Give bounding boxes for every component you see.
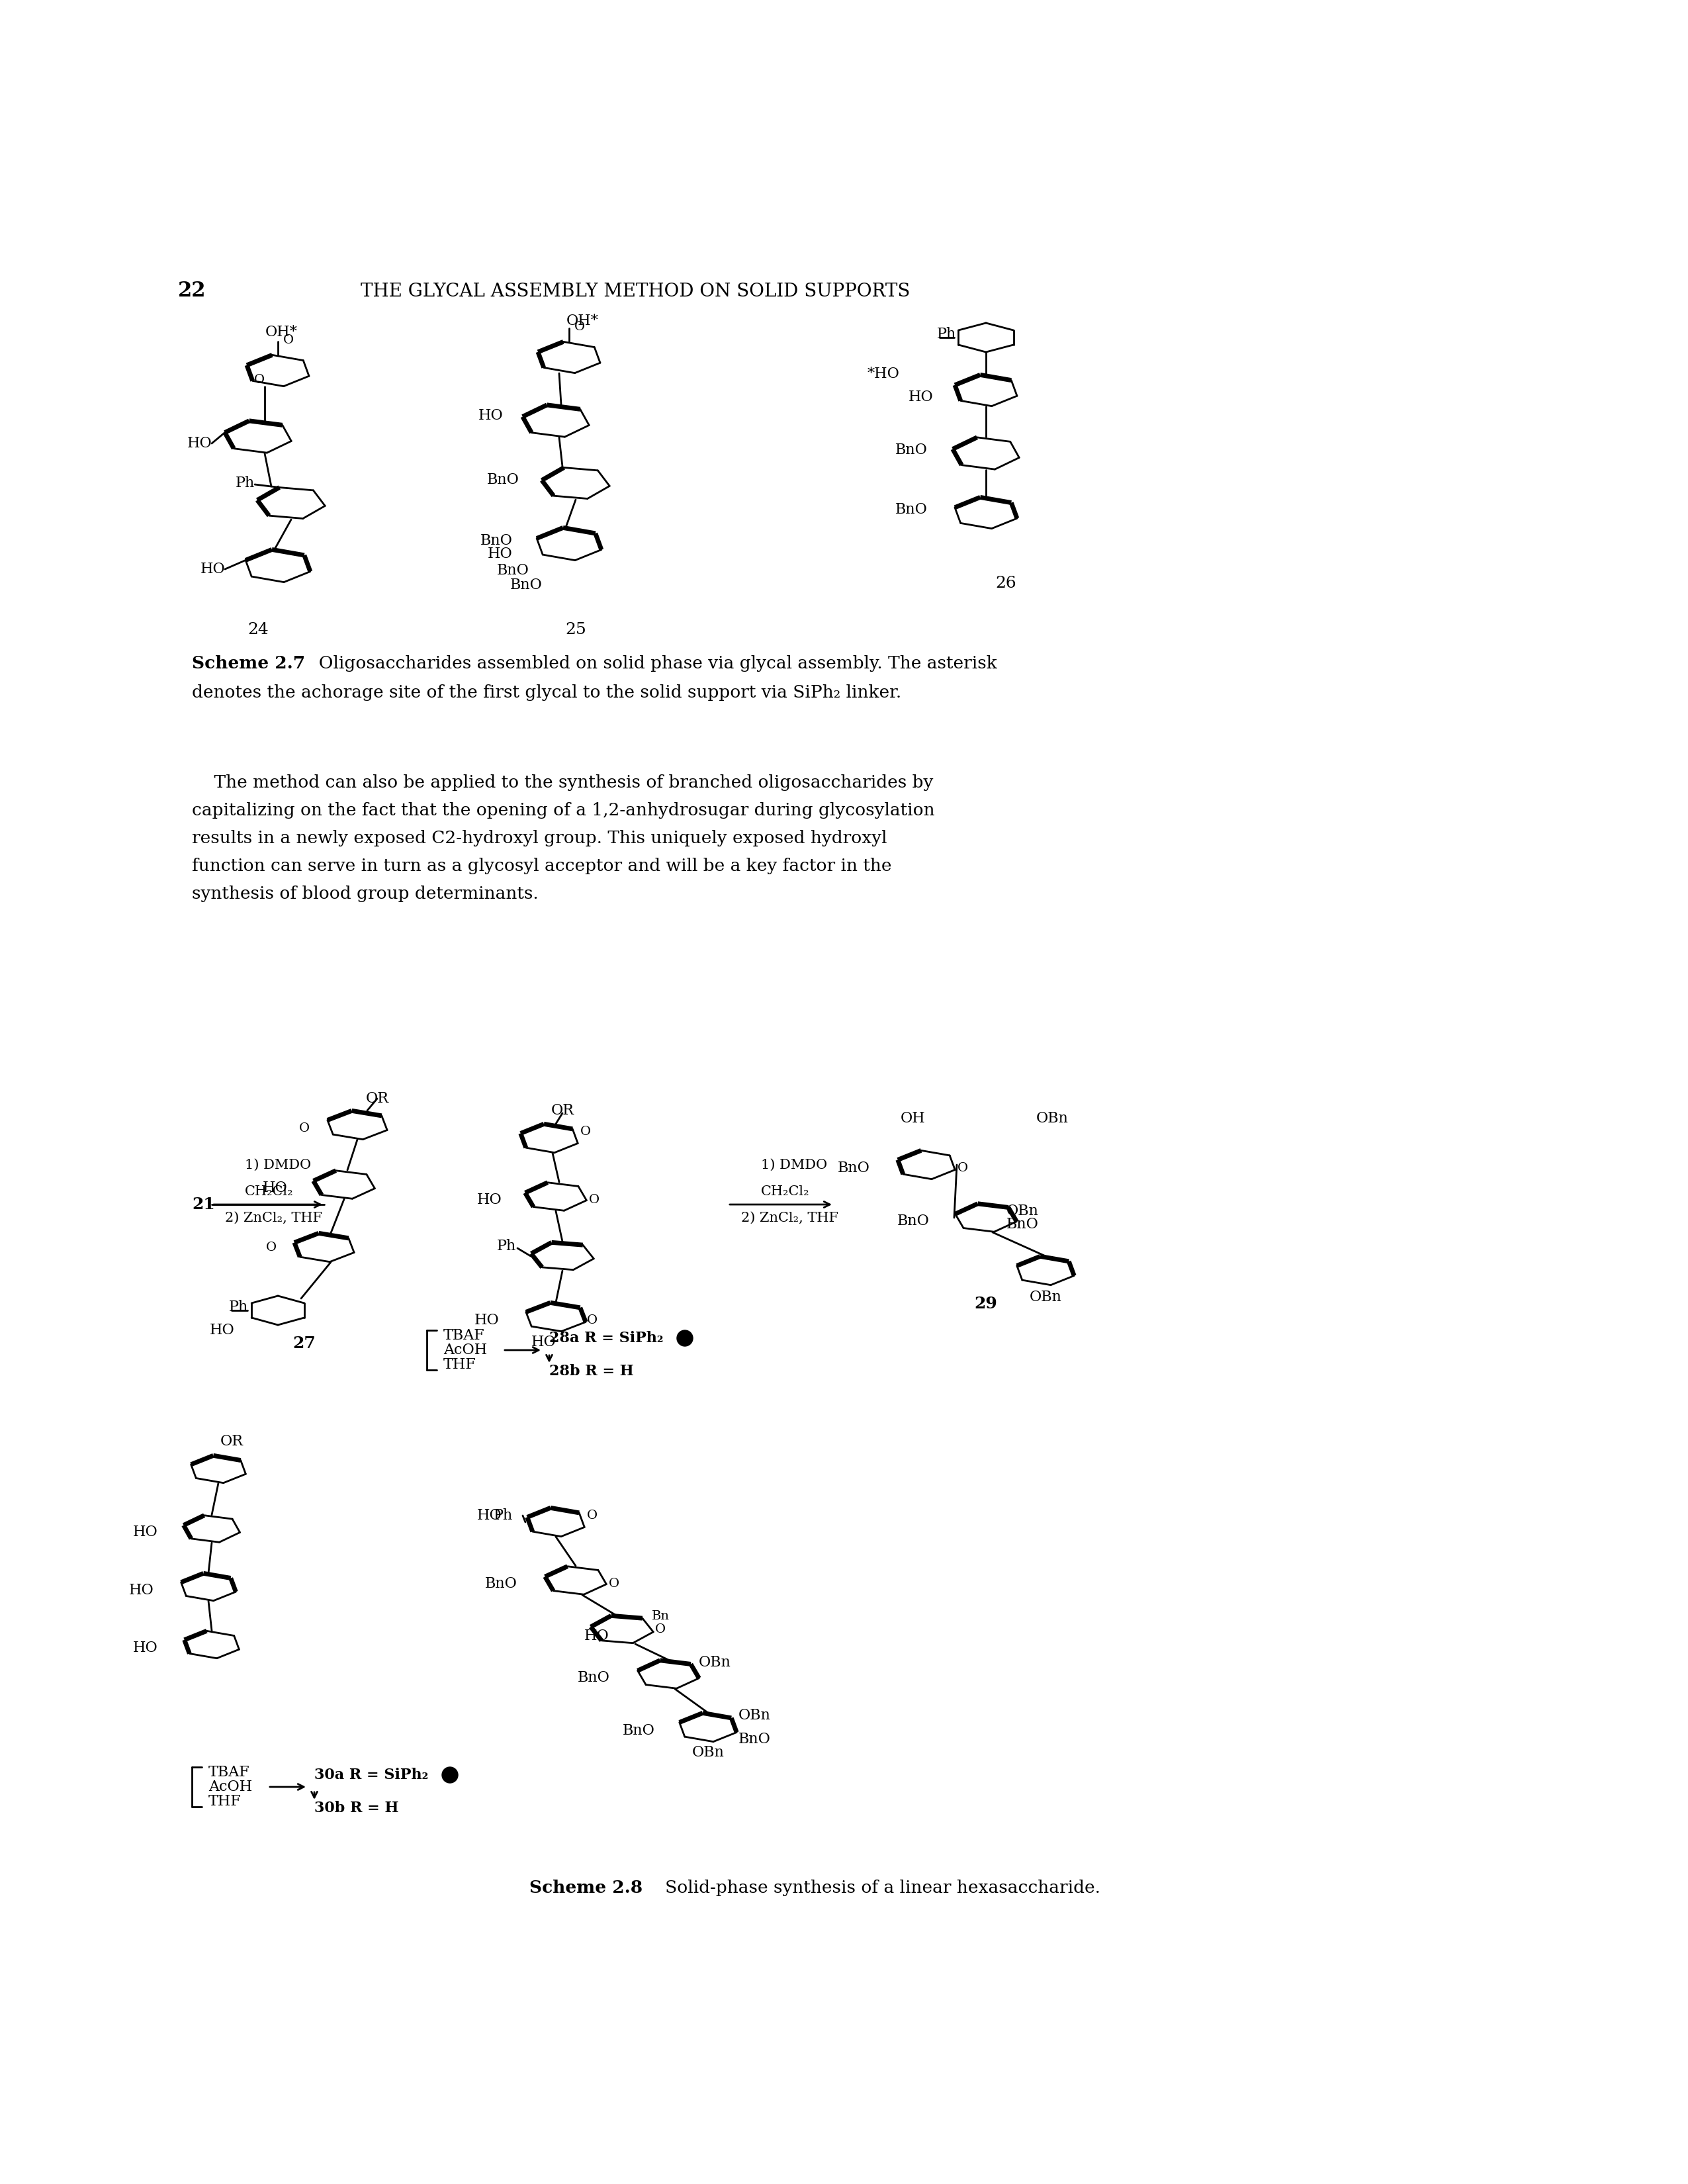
Text: THE GLYCAL ASSEMBLY METHOD ON SOLID SUPPORTS: THE GLYCAL ASSEMBLY METHOD ON SOLID SUPP… (361, 282, 910, 299)
Text: O: O (284, 334, 294, 345)
Text: Oligosaccharides assembled on solid phase via glycal assembly. The asterisk: Oligosaccharides assembled on solid phas… (307, 655, 998, 673)
Text: O: O (581, 1125, 591, 1138)
Text: 27: 27 (294, 1337, 316, 1352)
Text: O: O (253, 373, 265, 387)
Text: 21: 21 (192, 1197, 214, 1212)
Text: BnO: BnO (510, 579, 542, 592)
Text: OBn: OBn (1030, 1291, 1062, 1304)
Text: 1) DMDO: 1) DMDO (245, 1158, 311, 1171)
Circle shape (677, 1330, 692, 1345)
Text: HO: HO (584, 1629, 609, 1642)
Text: 29: 29 (974, 1295, 998, 1313)
Text: O: O (957, 1162, 969, 1175)
Text: 28a R = SiPh₂: 28a R = SiPh₂ (549, 1330, 663, 1345)
Text: TBAF: TBAF (444, 1328, 484, 1343)
Text: OR: OR (366, 1092, 388, 1105)
Text: HO: HO (530, 1334, 555, 1350)
Text: 2) ZnCl₂, THF: 2) ZnCl₂, THF (225, 1212, 322, 1223)
Text: BnO: BnO (895, 443, 928, 456)
Text: Ph: Ph (937, 328, 955, 341)
Text: OH*: OH* (265, 325, 297, 339)
Text: function can serve in turn as a glycosyl acceptor and will be a key factor in th: function can serve in turn as a glycosyl… (192, 858, 891, 874)
Text: 25: 25 (565, 622, 586, 638)
Text: BnO: BnO (484, 1577, 518, 1590)
Text: THF: THF (208, 1795, 241, 1808)
Text: 24: 24 (248, 622, 268, 638)
Text: TBAF: TBAF (208, 1765, 250, 1780)
Text: HO: HO (263, 1182, 289, 1195)
Text: HO: HO (187, 437, 211, 450)
Text: OBn: OBn (692, 1745, 724, 1760)
Text: 30b R = H: 30b R = H (314, 1802, 398, 1815)
Text: HO: HO (132, 1640, 157, 1655)
Text: HO: HO (474, 1313, 500, 1328)
Text: CH₂Cl₂: CH₂Cl₂ (245, 1186, 294, 1197)
Text: O: O (609, 1577, 619, 1590)
Text: HO: HO (209, 1324, 235, 1337)
Text: BnO: BnO (1006, 1216, 1038, 1232)
Text: 2) ZnCl₂, THF: 2) ZnCl₂, THF (741, 1212, 839, 1223)
Text: capitalizing on the fact that the opening of a 1,2-anhydrosugar during glycosyla: capitalizing on the fact that the openin… (192, 802, 935, 819)
Text: OBn: OBn (1006, 1203, 1038, 1219)
Text: synthesis of blood group determinants.: synthesis of blood group determinants. (192, 885, 538, 902)
Text: CH₂Cl₂: CH₂Cl₂ (761, 1186, 810, 1197)
Text: Bn
O: Bn O (652, 1610, 670, 1636)
Text: HO: HO (908, 389, 933, 404)
Text: Scheme 2.7: Scheme 2.7 (192, 655, 306, 673)
Text: Ph: Ph (235, 476, 255, 491)
Text: 1) DMDO: 1) DMDO (761, 1158, 827, 1171)
Text: AcOH: AcOH (208, 1780, 252, 1795)
Text: The method can also be applied to the synthesis of branched oligosaccharides by: The method can also be applied to the sy… (192, 775, 933, 791)
Text: 26: 26 (996, 577, 1016, 592)
Text: 30a R = SiPh₂: 30a R = SiPh₂ (314, 1767, 429, 1782)
Text: Ph: Ph (228, 1299, 248, 1315)
Circle shape (442, 1767, 457, 1782)
Text: BnO: BnO (895, 502, 928, 518)
Text: BnO: BnO (481, 533, 513, 548)
Text: O: O (589, 1195, 599, 1206)
Text: THF: THF (444, 1358, 476, 1372)
Text: BnO: BnO (837, 1162, 869, 1175)
Text: O: O (267, 1241, 277, 1254)
Text: OR: OR (219, 1435, 243, 1448)
Text: OBn: OBn (699, 1655, 731, 1671)
Text: HO: HO (478, 408, 503, 424)
Text: HO: HO (476, 1509, 501, 1522)
Text: 28b R = H: 28b R = H (549, 1365, 633, 1378)
Text: OH: OH (901, 1112, 925, 1125)
Text: results in a newly exposed C2-hydroxyl group. This uniquely exposed hydroxyl: results in a newly exposed C2-hydroxyl g… (192, 830, 886, 847)
Text: BnO: BnO (488, 472, 520, 487)
Text: OR: OR (550, 1103, 574, 1118)
Text: Solid-phase synthesis of a linear hexasaccharide.: Solid-phase synthesis of a linear hexasa… (648, 1880, 1101, 1896)
Text: O: O (299, 1123, 309, 1133)
Text: Scheme 2.8: Scheme 2.8 (530, 1880, 643, 1896)
Text: OH*: OH* (565, 314, 599, 328)
Text: denotes the achorage site of the first glycal to the solid support via SiPh₂ lin: denotes the achorage site of the first g… (192, 684, 901, 701)
Text: BnO: BnO (623, 1723, 655, 1738)
Text: OBn: OBn (738, 1708, 770, 1723)
Text: O: O (587, 1315, 598, 1326)
Text: O: O (574, 321, 586, 332)
Text: Ph: Ph (493, 1509, 513, 1522)
Text: HO: HO (199, 561, 225, 577)
Text: HO: HO (476, 1192, 501, 1208)
Text: O: O (587, 1509, 598, 1522)
Text: HO: HO (132, 1524, 157, 1540)
Text: 22: 22 (177, 282, 206, 301)
Text: Ph: Ph (496, 1238, 517, 1254)
Text: HO: HO (130, 1583, 154, 1599)
Text: BnO: BnO (577, 1671, 609, 1686)
Text: BnO: BnO (898, 1214, 930, 1227)
Text: BnO: BnO (738, 1732, 770, 1747)
Text: *HO: *HO (868, 367, 900, 382)
Text: OBn: OBn (1036, 1112, 1069, 1125)
Text: AcOH: AcOH (444, 1343, 488, 1358)
Text: BnO: BnO (496, 563, 530, 579)
Text: HO: HO (488, 546, 513, 561)
